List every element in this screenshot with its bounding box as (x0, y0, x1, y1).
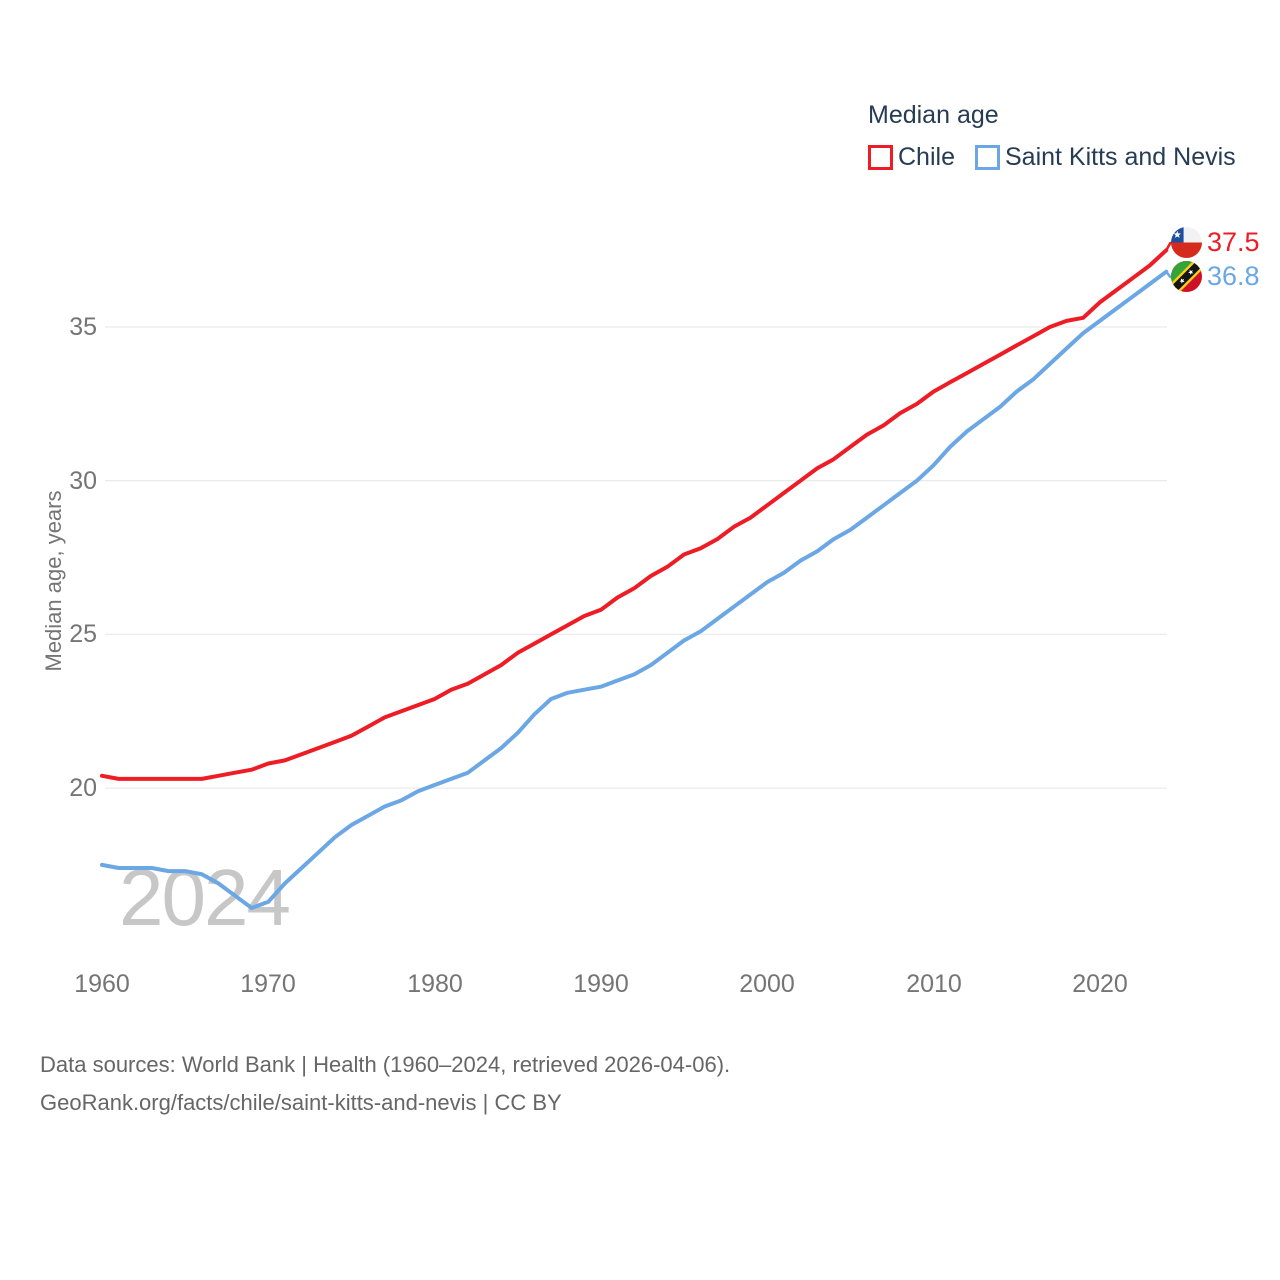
saint-kitts-and-nevis-line (100, 269, 1169, 910)
x-tick-1990: 1990 (573, 970, 629, 998)
chile-flag-icon (1171, 227, 1202, 258)
x-tick-1980: 1980 (407, 970, 463, 998)
legend-item-chile-label: Chile (898, 143, 955, 171)
chile-line (100, 248, 1169, 781)
end-label-chile: 37.5 (1171, 227, 1260, 258)
chile-series-swatch-icon (868, 145, 893, 170)
legend-item-saint-kitts-and-nevis-label: Saint Kitts and Nevis (1004, 143, 1236, 171)
x-tick-1970: 1970 (240, 970, 296, 998)
x-tick-1960: 1960 (74, 970, 130, 998)
saint-kitts-and-nevis-series-swatch-icon (974, 145, 1000, 170)
data-sources-line: Data sources: World Bank | Health (1960–… (40, 1052, 731, 1077)
chile-end-value: 37.5 (1207, 227, 1260, 257)
end-label-saint-kitts-and-nevis: 36.8 (1171, 261, 1260, 292)
attribution-line: GeoRank.org/facts/chile/saint-kitts-and-… (40, 1090, 562, 1115)
legend-item-saint-kitts-and-nevis[interactable]: Saint Kitts and Nevis (974, 143, 1236, 172)
y-tick-35: 35 (69, 313, 97, 341)
year-watermark: 2024 (119, 853, 291, 942)
saint-kitts-and-nevis-flag-icon (1171, 261, 1202, 292)
legend-title: Median age (868, 101, 999, 129)
footer: Data sources: World Bank | Health (1960–… (40, 1046, 730, 1122)
y-tick-20: 20 (69, 774, 97, 802)
y-tick-25: 25 (69, 620, 97, 648)
y-tick-30: 30 (69, 467, 97, 495)
x-tick-2020: 2020 (1072, 970, 1128, 998)
saint-kitts-and-nevis-end-value: 36.8 (1207, 261, 1260, 291)
legend-items: Chile Saint Kitts and Nevis (868, 143, 1236, 172)
x-tick-2000: 2000 (739, 970, 795, 998)
legend: Median age Chile Saint Kitts and Nevis (868, 100, 1236, 172)
x-tick-2010: 2010 (906, 970, 962, 998)
legend-item-chile[interactable]: Chile (868, 143, 955, 172)
